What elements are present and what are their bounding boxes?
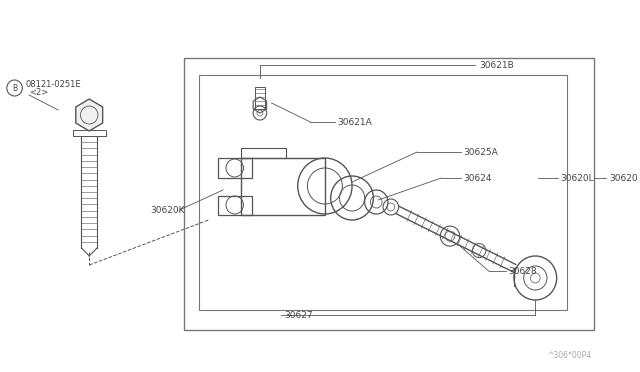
Text: ^306*00P4: ^306*00P4 (547, 350, 591, 359)
Text: <2>: <2> (29, 87, 49, 96)
Polygon shape (76, 99, 102, 131)
Text: 30625A: 30625A (463, 148, 499, 157)
Bar (199, 75, 567, 310)
Text: 30621A: 30621A (337, 118, 372, 126)
Bar (184, 58, 595, 330)
Text: 30627: 30627 (284, 311, 313, 320)
Text: 30628: 30628 (508, 267, 537, 276)
Text: 30620L: 30620L (561, 173, 594, 183)
Text: 08121-0251E: 08121-0251E (25, 80, 81, 89)
Text: 30621B: 30621B (479, 61, 514, 70)
Bar (255, 87, 265, 109)
Text: 30624: 30624 (463, 173, 492, 183)
Text: B: B (12, 83, 17, 93)
Bar (73, 130, 106, 136)
Text: 30620: 30620 (609, 173, 637, 183)
Text: 30620K: 30620K (150, 205, 185, 215)
